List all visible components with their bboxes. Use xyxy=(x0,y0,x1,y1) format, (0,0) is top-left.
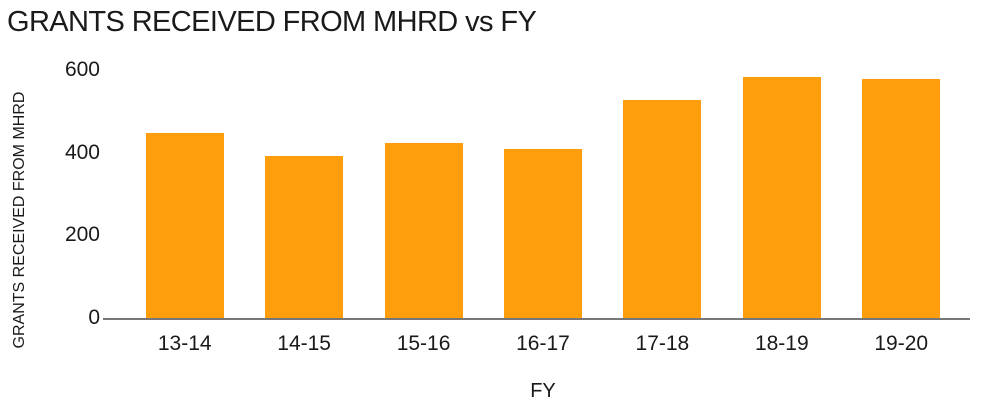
x-tick-label: 14-15 xyxy=(277,332,331,355)
x-tick-label: 13-14 xyxy=(157,332,212,355)
y-tick-label: 600 xyxy=(64,58,100,81)
x-tick-label: 15-16 xyxy=(396,332,451,355)
x-tick-label: 19-20 xyxy=(874,332,929,355)
bar-15-16 xyxy=(384,143,463,318)
bar-slot: 19-20 xyxy=(842,70,961,355)
bar-slot: 14-15 xyxy=(244,70,363,355)
x-tick-label: 16-17 xyxy=(516,332,570,355)
bar-17-18 xyxy=(623,100,702,318)
bar-slot: 18-19 xyxy=(722,70,841,355)
x-tick-label: 17-18 xyxy=(635,332,690,355)
bar-slot: 16-17 xyxy=(483,70,602,355)
y-tick-label: 0 xyxy=(88,306,100,329)
chart-title: GRANTS RECEIVED FROM MHRD vs FY xyxy=(7,6,537,38)
bar-slot: 15-16 xyxy=(364,70,483,355)
bar-14-15 xyxy=(265,155,344,318)
x-tick-label: 18-19 xyxy=(754,332,809,355)
bar-13-14 xyxy=(145,132,224,318)
x-axis-title: FY xyxy=(530,380,556,402)
bar-19-20 xyxy=(862,79,941,318)
y-tick-labels: 0 200 400 600 xyxy=(0,58,100,329)
bar-slot: 17-18 xyxy=(603,70,722,355)
plot-area: 13-14 14-15 15-16 16-17 17-18 18-19 19-20 xyxy=(125,70,961,355)
bar-slot: 13-14 xyxy=(125,70,244,355)
y-tick-label: 400 xyxy=(64,140,100,164)
x-axis-line xyxy=(103,318,970,320)
bar-16-17 xyxy=(503,149,582,318)
bar-18-19 xyxy=(742,77,821,318)
y-tick-label: 200 xyxy=(64,223,100,247)
